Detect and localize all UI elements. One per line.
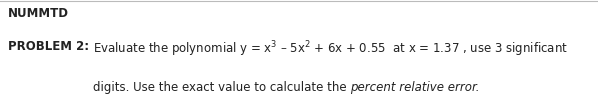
Text: PROBLEM 2:: PROBLEM 2:: [8, 40, 89, 53]
Text: NUMMTD: NUMMTD: [8, 7, 69, 20]
Text: Evaluate the polynomial y = x$^{3}$ – 5x$^{2}$ + 6x + 0.55  at x = 1.37 , use 3 : Evaluate the polynomial y = x$^{3}$ – 5x…: [93, 40, 568, 59]
Text: percent relative error.: percent relative error.: [350, 81, 480, 94]
Text: digits. Use the exact value to calculate the: digits. Use the exact value to calculate…: [93, 81, 350, 94]
